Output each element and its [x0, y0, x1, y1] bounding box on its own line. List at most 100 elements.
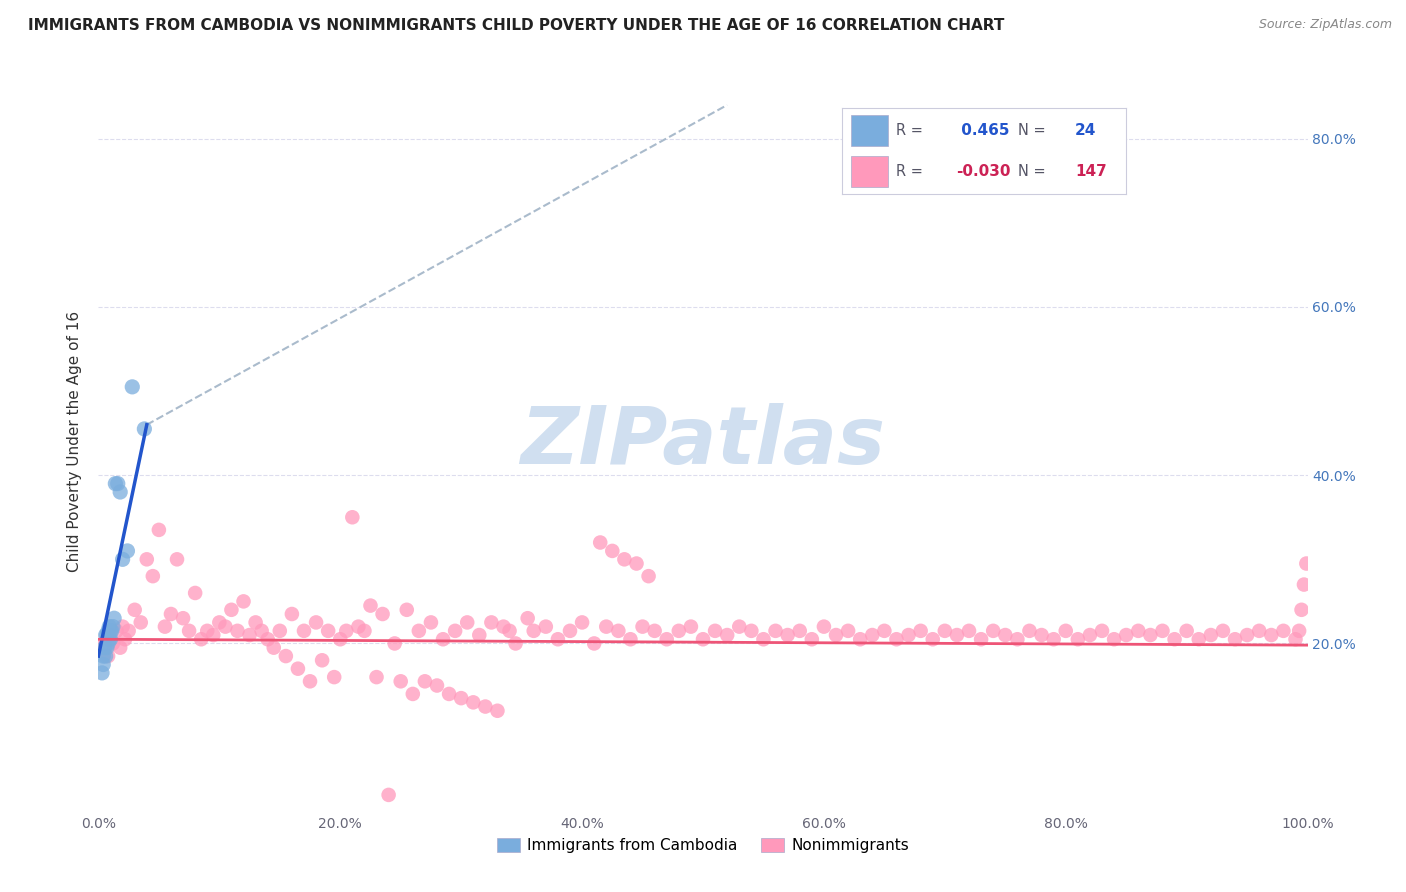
- Nonimmigrants: [148, 523, 170, 537]
- Nonimmigrants: [118, 624, 141, 638]
- Immigrants from Cambodia: [96, 628, 118, 642]
- Nonimmigrants: [860, 628, 883, 642]
- Nonimmigrants: [547, 632, 569, 647]
- Nonimmigrants: [232, 594, 254, 608]
- Nonimmigrants: [190, 632, 212, 647]
- Nonimmigrants: [886, 632, 908, 647]
- Nonimmigrants: [114, 632, 136, 647]
- Immigrants from Cambodia: [91, 649, 114, 664]
- Nonimmigrants: [256, 632, 278, 647]
- Immigrants from Cambodia: [91, 657, 114, 672]
- Immigrants from Cambodia: [104, 476, 127, 491]
- Nonimmigrants: [1007, 632, 1029, 647]
- Immigrants from Cambodia: [97, 624, 120, 638]
- Nonimmigrants: [329, 632, 352, 647]
- Nonimmigrants: [153, 619, 176, 633]
- Nonimmigrants: [292, 624, 315, 638]
- Nonimmigrants: [716, 628, 738, 642]
- Immigrants from Cambodia: [103, 611, 125, 625]
- Nonimmigrants: [813, 619, 835, 633]
- Nonimmigrants: [873, 624, 896, 638]
- Nonimmigrants: [486, 704, 509, 718]
- Nonimmigrants: [468, 628, 491, 642]
- Nonimmigrants: [1260, 628, 1282, 642]
- Immigrants from Cambodia: [91, 665, 114, 680]
- Nonimmigrants: [239, 628, 262, 642]
- Nonimmigrants: [97, 649, 120, 664]
- Nonimmigrants: [202, 628, 225, 642]
- Nonimmigrants: [281, 607, 304, 621]
- Immigrants from Cambodia: [94, 649, 117, 664]
- Nonimmigrants: [389, 674, 412, 689]
- Nonimmigrants: [463, 695, 485, 709]
- Immigrants from Cambodia: [100, 624, 122, 638]
- Nonimmigrants: [316, 624, 339, 638]
- Nonimmigrants: [492, 619, 515, 633]
- Nonimmigrants: [740, 624, 762, 638]
- Immigrants from Cambodia: [94, 628, 117, 642]
- Nonimmigrants: [765, 624, 787, 638]
- Nonimmigrants: [474, 699, 496, 714]
- Immigrants from Cambodia: [96, 640, 118, 655]
- Nonimmigrants: [644, 624, 666, 638]
- Nonimmigrants: [1188, 632, 1211, 647]
- Nonimmigrants: [1223, 632, 1246, 647]
- Nonimmigrants: [166, 552, 188, 566]
- Nonimmigrants: [655, 632, 678, 647]
- Nonimmigrants: [1249, 624, 1271, 638]
- Nonimmigrants: [101, 636, 124, 650]
- Nonimmigrants: [172, 611, 194, 625]
- Nonimmigrants: [1291, 603, 1313, 617]
- Nonimmigrants: [287, 662, 309, 676]
- Nonimmigrants: [1078, 628, 1101, 642]
- Immigrants from Cambodia: [111, 552, 134, 566]
- Nonimmigrants: [1175, 624, 1198, 638]
- Nonimmigrants: [105, 624, 128, 638]
- Nonimmigrants: [679, 619, 702, 633]
- Nonimmigrants: [970, 632, 993, 647]
- Nonimmigrants: [921, 632, 943, 647]
- Nonimmigrants: [1042, 632, 1064, 647]
- Nonimmigrants: [1091, 624, 1114, 638]
- Nonimmigrants: [93, 636, 115, 650]
- Nonimmigrants: [129, 615, 152, 630]
- Nonimmigrants: [668, 624, 690, 638]
- Nonimmigrants: [1236, 628, 1258, 642]
- Nonimmigrants: [498, 624, 520, 638]
- Text: Source: ZipAtlas.com: Source: ZipAtlas.com: [1258, 18, 1392, 31]
- Immigrants from Cambodia: [98, 619, 121, 633]
- Nonimmigrants: [100, 628, 122, 642]
- Nonimmigrants: [413, 674, 436, 689]
- Nonimmigrants: [631, 619, 654, 633]
- Nonimmigrants: [613, 552, 636, 566]
- Nonimmigrants: [274, 649, 297, 664]
- Nonimmigrants: [589, 535, 612, 549]
- Nonimmigrants: [179, 624, 201, 638]
- Nonimmigrants: [402, 687, 425, 701]
- Nonimmigrants: [800, 632, 823, 647]
- Nonimmigrants: [450, 691, 472, 706]
- Immigrants from Cambodia: [121, 380, 143, 394]
- Nonimmigrants: [505, 636, 527, 650]
- Nonimmigrants: [432, 632, 454, 647]
- Nonimmigrants: [571, 615, 593, 630]
- Nonimmigrants: [111, 619, 134, 633]
- Nonimmigrants: [135, 552, 157, 566]
- Nonimmigrants: [408, 624, 430, 638]
- Nonimmigrants: [1295, 557, 1317, 571]
- Nonimmigrants: [420, 615, 443, 630]
- Immigrants from Cambodia: [97, 636, 120, 650]
- Nonimmigrants: [371, 607, 394, 621]
- Nonimmigrants: [184, 586, 207, 600]
- Nonimmigrants: [160, 607, 183, 621]
- Nonimmigrants: [366, 670, 388, 684]
- Nonimmigrants: [837, 624, 859, 638]
- Nonimmigrants: [456, 615, 478, 630]
- Nonimmigrants: [444, 624, 467, 638]
- Nonimmigrants: [311, 653, 333, 667]
- Nonimmigrants: [994, 628, 1017, 642]
- Nonimmigrants: [323, 670, 346, 684]
- Immigrants from Cambodia: [107, 476, 129, 491]
- Nonimmigrants: [1212, 624, 1234, 638]
- Nonimmigrants: [1018, 624, 1040, 638]
